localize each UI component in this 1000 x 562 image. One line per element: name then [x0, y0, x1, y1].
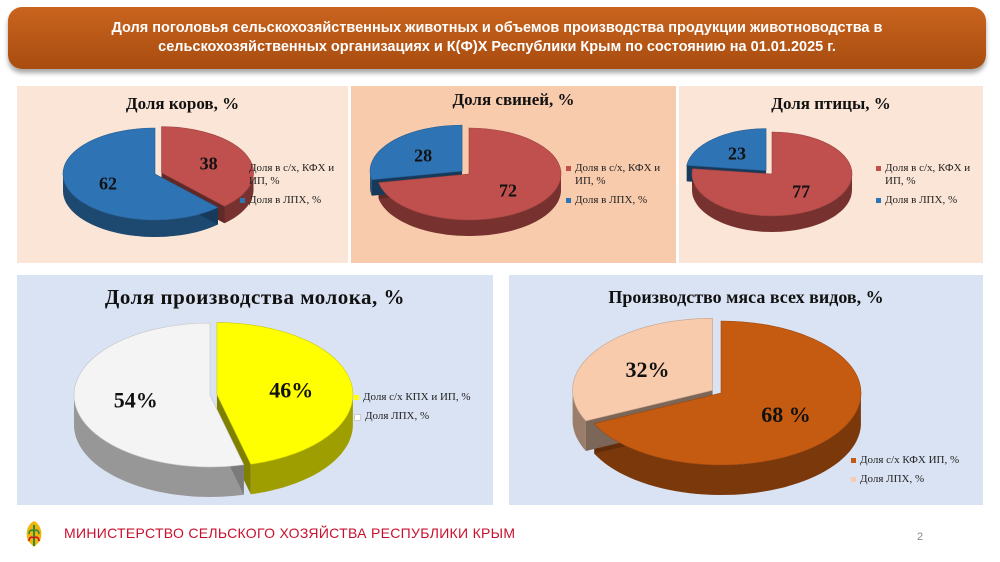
pie-slice-side [250, 393, 353, 495]
pie-slice [216, 322, 354, 465]
legend-label: Доля в ЛПХ, % [575, 194, 648, 206]
chart-legend: Доля с/х КПХ и ИП, % Доля ЛПХ, % [354, 391, 490, 429]
chart-legend: Доля в с/х, КФХ и ИП, % Доля в ЛПХ, % [240, 162, 345, 213]
chart-legend: Доля с/х КФХ ИП, % Доля ЛПХ, % [851, 454, 981, 492]
poultry-chart-panel: Доля птицы, % 77 23 Доля в с/х, КФХ и ИП,… [679, 86, 983, 263]
pie-data-label: 68 % [761, 402, 811, 427]
legend-item: Доля в с/х, КФХ и ИП, % [240, 162, 345, 188]
legend-swatch [240, 166, 245, 171]
pie-slice-side [692, 173, 852, 232]
pie-slice [369, 124, 463, 181]
legend-swatch [354, 414, 361, 421]
chart-title: Доля птицы, % [771, 94, 891, 113]
poultry-pie-chart: 77 23 [686, 128, 853, 232]
pie-slice-side [378, 174, 561, 236]
pigs-chart-panel: Доля свиней, % 72 28 Доля в с/х, КФХ и ИП… [351, 86, 676, 263]
legend-swatch [876, 166, 881, 171]
milk-pie-chart: 46% 54% [73, 322, 354, 497]
pie-slice [686, 128, 767, 171]
pie-slice [62, 127, 219, 221]
pie-data-label: 38 [200, 154, 218, 174]
pie-slice [572, 318, 713, 422]
legend-item: Доля с/х КФХ ИП, % [851, 454, 981, 467]
legend-item: Доля в ЛПХ, % [566, 194, 674, 207]
legend-label: Доля в с/х, КФХ и ИП, % [575, 162, 661, 187]
legend-item: Доля в ЛПХ, % [240, 194, 345, 207]
pie-group: 68 % 32% [572, 318, 862, 495]
pie-data-label: 23 [728, 144, 746, 164]
legend-item: Доля в с/х, КФХ и ИП, % [876, 162, 981, 188]
pie-slice [691, 131, 853, 217]
chart-title: Доля свиней, % [452, 90, 575, 109]
legend-label: Доля с/х КПХ и ИП, % [363, 391, 471, 403]
pie-slice [161, 126, 254, 207]
chart-legend: Доля в с/х, КФХ и ИП, % Доля в ЛПХ, % [876, 162, 981, 213]
page-number: 2 [917, 531, 924, 543]
pie-data-label: 32% [626, 357, 670, 382]
legend-swatch [354, 395, 359, 400]
meat-pie-chart: 68 % 32% [572, 318, 862, 495]
page-title: Доля поголовья сельскохозяйственных живо… [111, 20, 883, 55]
pie-data-label: 54% [114, 388, 158, 413]
ministry-name: МИНИСТЕРСТВО СЕЛЬСКОГО ХОЗЯЙСТВА РЕСПУБЛ… [64, 525, 516, 541]
legend-label: Доля ЛПХ, % [860, 473, 925, 485]
chart-legend: Доля в с/х, КФХ и ИП, % Доля в ЛПХ, % [566, 162, 674, 213]
pie-data-label: 77 [792, 182, 810, 202]
pie-group: 77 23 [686, 128, 853, 232]
chart-title: Доля коров, % [125, 94, 240, 113]
pie-slice-side [572, 389, 586, 451]
legend-label: Доля в ЛПХ, % [885, 194, 958, 206]
legend-label: Доля в с/х, КФХ и ИП, % [249, 162, 335, 187]
legend-swatch [566, 198, 571, 203]
ministry-logo [26, 521, 42, 547]
pie-group: 46% 54% [73, 322, 354, 497]
title-banner: Доля поголовья сельскохозяйственных живо… [8, 7, 986, 69]
legend-swatch [851, 458, 856, 463]
pie-group: 38 62 [62, 126, 254, 237]
pie-data-label: 62 [99, 174, 117, 194]
pie-slice [378, 127, 562, 221]
legend-item: Доля ЛПХ, % [851, 473, 981, 486]
pie-data-label: 46% [269, 377, 313, 402]
legend-label: Доля ЛПХ, % [365, 410, 430, 422]
legend-label: Доля в с/х, КФХ и ИП, % [885, 162, 971, 187]
meat-chart-panel: Производство мяса всех видов, % 68 % 32% … [509, 275, 983, 505]
pie-slice-side [594, 395, 861, 495]
pie-slice [593, 320, 862, 466]
chart-title: Производство мяса всех видов, % [608, 287, 884, 307]
cows-pie-chart: 38 62 [62, 126, 254, 237]
legend-item: Доля с/х КПХ и ИП, % [354, 391, 490, 404]
cows-chart-panel: Доля коров, % 38 62 Доля в с/х, КФХ и ИП,… [17, 86, 348, 263]
legend-swatch [851, 477, 856, 482]
chart-title: Доля производства молока, % [104, 285, 406, 309]
pie-data-label: 28 [414, 145, 432, 165]
legend-label: Доля в ЛПХ, % [249, 194, 322, 206]
pie-slice [73, 322, 245, 468]
legend-swatch [566, 166, 571, 171]
legend-swatch [876, 198, 881, 203]
milk-chart-panel: Доля производства молока, % 46% 54% Доля … [17, 275, 493, 505]
pigs-pie-chart: 72 28 [369, 124, 562, 236]
pie-slice-side [63, 173, 218, 237]
pie-slice-side [74, 394, 244, 497]
legend-item: Доля в ЛПХ, % [876, 194, 981, 207]
legend-item: Доля ЛПХ, % [354, 410, 490, 423]
legend-label: Доля с/х КФХ ИП, % [860, 454, 960, 466]
pie-data-label: 72 [499, 180, 517, 200]
legend-item: Доля в с/х, КФХ и ИП, % [566, 162, 674, 188]
legend-swatch [240, 198, 245, 203]
pie-group: 72 28 [369, 124, 562, 236]
